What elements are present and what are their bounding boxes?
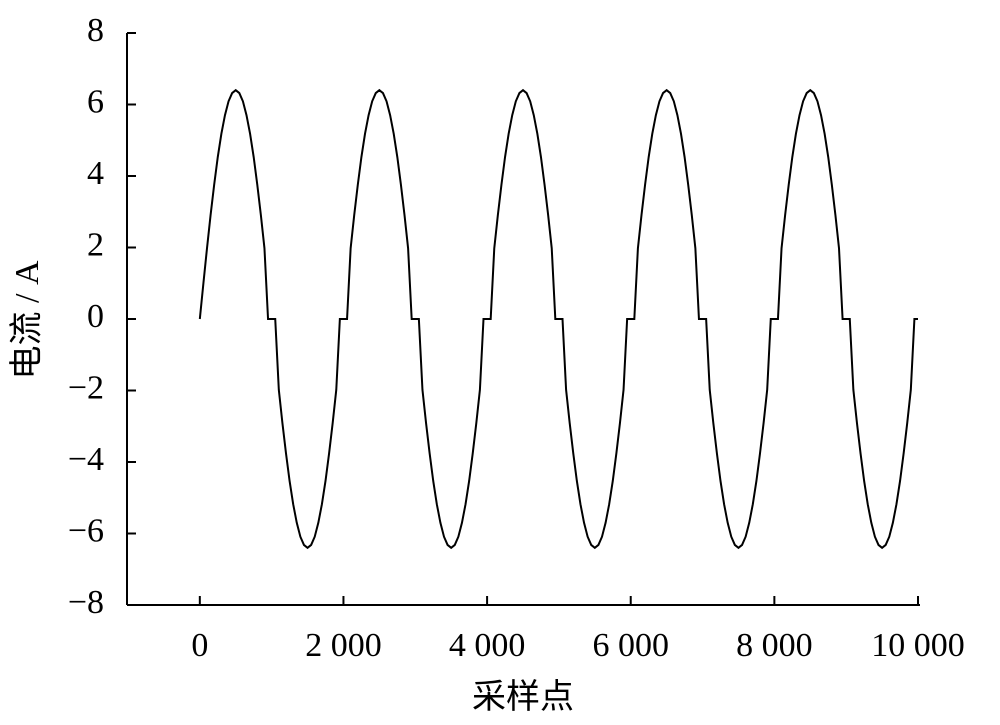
- x-axis-label: 采样点: [472, 678, 574, 716]
- y-tick-label: 2: [87, 226, 104, 263]
- x-tick-label: 6 000: [592, 627, 669, 664]
- y-tick-label: −6: [68, 512, 104, 549]
- x-tick-label: 4 000: [449, 627, 526, 664]
- y-tick-label: −8: [68, 584, 104, 621]
- y-axis-label: 电流 / A: [8, 260, 46, 379]
- x-tick-label: 8 000: [736, 627, 813, 664]
- y-tick-label: −2: [68, 369, 104, 406]
- x-tick-label: 2 000: [305, 627, 382, 664]
- y-tick-label: 0: [87, 298, 104, 335]
- x-tick-label: 0: [191, 627, 208, 664]
- data-line: [198, 88, 918, 550]
- y-tick-label: 8: [87, 12, 104, 49]
- y-tick-label: 6: [87, 83, 104, 120]
- y-tick-label: −4: [68, 441, 104, 478]
- x-tick-label: 10 000: [871, 627, 965, 664]
- y-tick-label: 4: [87, 155, 104, 192]
